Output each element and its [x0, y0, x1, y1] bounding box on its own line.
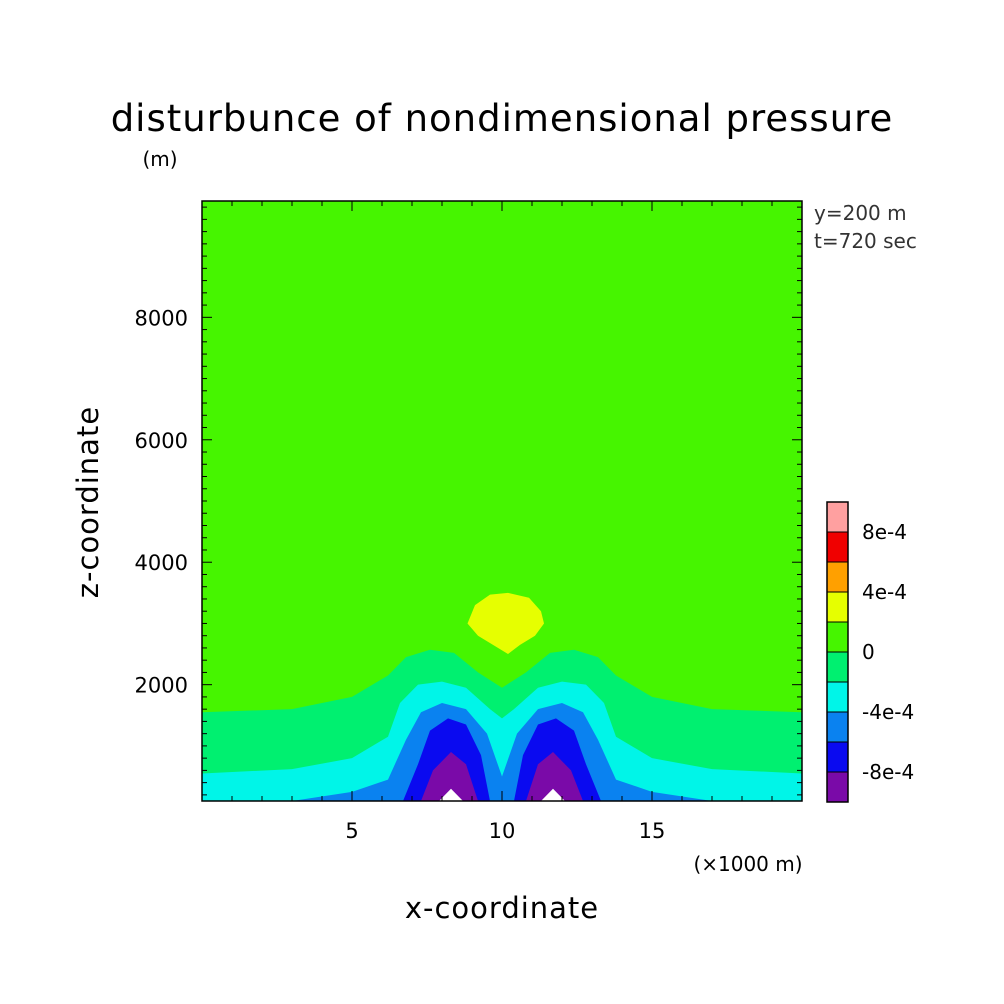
- colorbar-swatch: [826, 651, 849, 683]
- colorbar-legend: -8e-4 -4e-4 0 4e-4 8e-4: [826, 501, 914, 803]
- contour-band-neg4e-4-to-neg2e-4: [202, 681, 802, 801]
- contour-band-neg10e-4-to-neg8e-4-left: [421, 752, 478, 801]
- colorbar-swatch: [826, 741, 849, 773]
- y-axis-title: z-coordinate: [71, 406, 105, 598]
- y-axis: 2000 4000 6000 8000: [135, 206, 802, 796]
- y-tick-label: 6000: [135, 429, 188, 453]
- chart-title: disturbunce of nondimensional pressure: [111, 97, 894, 140]
- colorbar-swatch: [826, 591, 849, 623]
- colorbar-swatch: [826, 621, 849, 653]
- y-tick-label: 8000: [135, 306, 188, 330]
- colorbar-swatch: [826, 561, 849, 593]
- colorbar-label: -8e-4: [862, 760, 914, 784]
- x-tick-label: 15: [639, 819, 666, 843]
- colorbar-frame: [826, 501, 849, 803]
- colorbar-swatch: [826, 711, 849, 743]
- x-tick-label: 5: [345, 819, 358, 843]
- colorbar-label: 0: [862, 640, 875, 664]
- contour-band-below-neg10e-4-left: [439, 788, 463, 801]
- y-tick-label: 2000: [135, 674, 188, 698]
- x-axis: 5 10 15: [231, 201, 773, 843]
- contour-band-neg10e-4-to-neg8e-4-right: [526, 752, 583, 801]
- x-axis-title: x-coordinate: [405, 891, 599, 925]
- y-axis-unit: (m): [142, 147, 177, 171]
- x-axis-unit: (×1000 m): [693, 852, 802, 876]
- contour-band-neg6e-4-to-neg4e-4: [202, 703, 802, 801]
- y-tick-label: 4000: [135, 551, 188, 575]
- contour-band-2e-4-to-4e-4: [467, 592, 544, 655]
- plot-area: [202, 201, 802, 801]
- colorbar-label: 8e-4: [862, 520, 907, 544]
- x-tick-label: 10: [489, 819, 516, 843]
- colorbar-swatch: [826, 771, 849, 803]
- colorbar-label: -4e-4: [862, 700, 914, 724]
- contour-band-below-neg10e-4-right: [541, 788, 565, 801]
- colorbar-label: 4e-4: [862, 580, 907, 604]
- annotation-time: t=720 sec: [814, 229, 917, 253]
- colorbar-swatch: [826, 501, 849, 533]
- colorbar-swatch: [826, 531, 849, 563]
- annotation-y-position: y=200 m: [814, 201, 907, 225]
- colorbar-swatch: [826, 681, 849, 713]
